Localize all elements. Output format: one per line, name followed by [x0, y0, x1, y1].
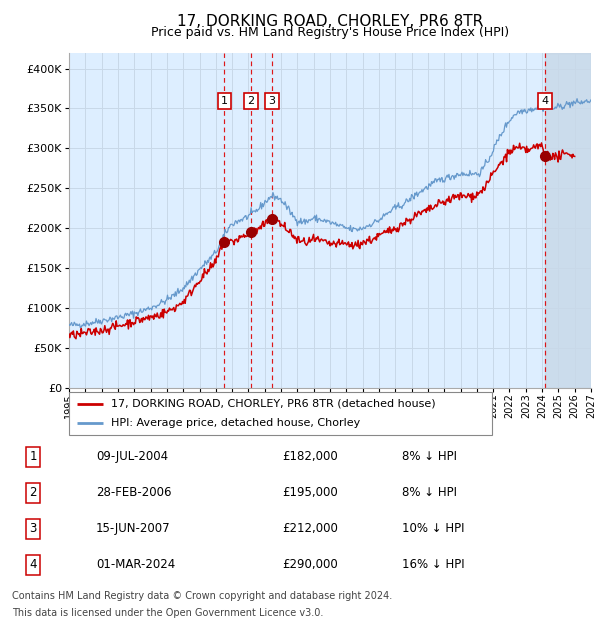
Text: 3: 3 [269, 96, 275, 106]
Text: 28-FEB-2006: 28-FEB-2006 [96, 487, 172, 499]
Text: 09-JUL-2004: 09-JUL-2004 [96, 451, 168, 463]
Text: Contains HM Land Registry data © Crown copyright and database right 2024.: Contains HM Land Registry data © Crown c… [12, 591, 392, 601]
Text: £290,000: £290,000 [282, 559, 338, 571]
Text: 1: 1 [221, 96, 228, 106]
Text: 01-MAR-2024: 01-MAR-2024 [96, 559, 175, 571]
Text: 2: 2 [247, 96, 254, 106]
Text: Price paid vs. HM Land Registry's House Price Index (HPI): Price paid vs. HM Land Registry's House … [151, 26, 509, 39]
Text: £182,000: £182,000 [282, 451, 338, 463]
Bar [545, 53, 591, 388]
Text: HPI: Average price, detached house, Chorley: HPI: Average price, detached house, Chor… [112, 418, 361, 428]
FancyBboxPatch shape [69, 392, 492, 435]
Text: 8% ↓ HPI: 8% ↓ HPI [402, 487, 457, 499]
Text: £212,000: £212,000 [282, 523, 338, 535]
Text: £195,000: £195,000 [282, 487, 338, 499]
Text: 3: 3 [29, 523, 37, 535]
Text: 4: 4 [541, 96, 548, 106]
Text: 15-JUN-2007: 15-JUN-2007 [96, 523, 170, 535]
Text: 8% ↓ HPI: 8% ↓ HPI [402, 451, 457, 463]
Text: 1: 1 [29, 451, 37, 463]
Text: 16% ↓ HPI: 16% ↓ HPI [402, 559, 464, 571]
Text: 10% ↓ HPI: 10% ↓ HPI [402, 523, 464, 535]
Text: 17, DORKING ROAD, CHORLEY, PR6 8TR: 17, DORKING ROAD, CHORLEY, PR6 8TR [177, 14, 483, 29]
Text: 2: 2 [29, 487, 37, 499]
Text: 17, DORKING ROAD, CHORLEY, PR6 8TR (detached house): 17, DORKING ROAD, CHORLEY, PR6 8TR (deta… [112, 399, 436, 409]
Text: 4: 4 [29, 559, 37, 571]
Text: This data is licensed under the Open Government Licence v3.0.: This data is licensed under the Open Gov… [12, 608, 323, 618]
